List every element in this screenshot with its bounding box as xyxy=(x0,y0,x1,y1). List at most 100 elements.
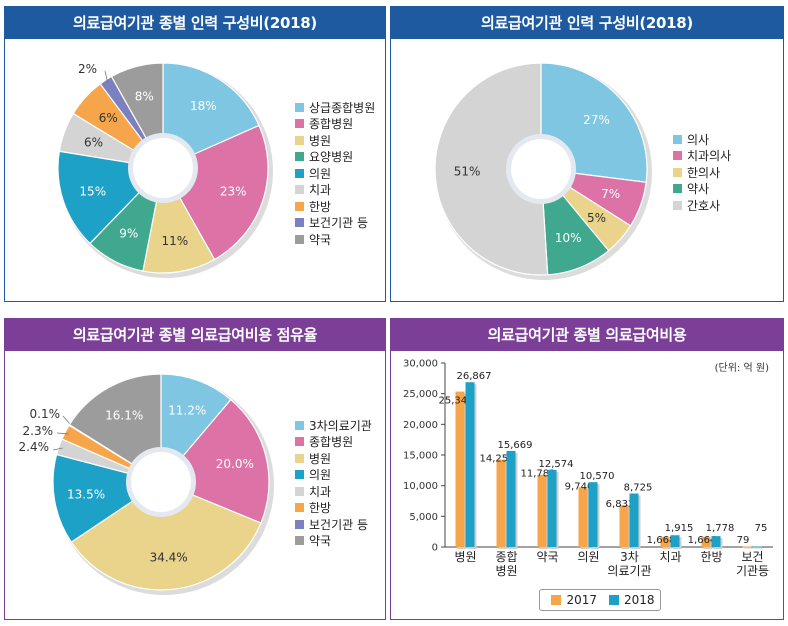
legend-label: 약국 xyxy=(309,232,332,247)
legend-swatch xyxy=(295,102,304,112)
pie-label-약국: 16.1% xyxy=(105,409,143,423)
x-category-label: 종합 xyxy=(495,550,517,564)
legend-item-병원: 병원 xyxy=(295,450,372,467)
legend-label: 종합병원 xyxy=(309,117,354,132)
x-category-label: 기관등 xyxy=(736,564,769,578)
legend-swatch-2018 xyxy=(609,595,619,605)
legend-item-의원: 의원 xyxy=(295,467,372,484)
x-category-label: 병원 xyxy=(454,550,476,564)
bar-2018-병원 xyxy=(465,382,475,547)
legend-item-한의사: 한의사 xyxy=(673,164,731,181)
x-category-label: 의원 xyxy=(577,550,599,564)
y-tick-label: 0 xyxy=(432,543,438,554)
bar-2018-보건기관등 xyxy=(752,546,762,548)
legend-item-한방: 한방 xyxy=(295,500,372,517)
cost-by-type-bar-chart: 0 5,000 10,000 15,000 20,000 25,000 30,000 25,3… xyxy=(403,359,773,578)
y-tick-label: 20,000 xyxy=(403,420,438,431)
pie-label-약국: 8% xyxy=(135,89,154,103)
legend-item-치과: 치과 xyxy=(295,182,375,199)
bar-value-label-2018: 10,570 xyxy=(580,471,615,482)
pie-label-의사: 27% xyxy=(583,113,610,127)
bar-value-label-2017: 9,740 xyxy=(565,481,594,492)
bar-2017-의원 xyxy=(578,487,588,547)
bar-2017-보건기관등 xyxy=(742,546,752,548)
legend-swatch xyxy=(295,470,304,480)
bar-value-label-2018: 8,725 xyxy=(624,482,653,493)
legend-label: 상급종합병원 xyxy=(309,100,376,115)
staff-composition-panel: 의료급여기관 인력 구성비(2018) 27% 7% 5% 10% 51% 의사 치과의사… xyxy=(390,6,784,302)
pie-hole-2 xyxy=(131,452,191,512)
legend-item-의사: 의사 xyxy=(673,131,731,148)
legend-item-의원: 의원 xyxy=(295,165,375,182)
legend-label: 의원 xyxy=(309,468,332,483)
x-category-label: 의료기관 xyxy=(607,564,651,578)
legend-swatch xyxy=(295,437,304,447)
staff-composition-pie: 27% 7% 5% 10% 51% xyxy=(434,62,652,280)
legend-item-보건기관-등: 보건기관 등 xyxy=(295,215,375,232)
y-tick-label: 25,000 xyxy=(403,389,438,400)
bar-value-label-2018: 15,669 xyxy=(498,440,533,451)
unit-label: (단위: 억 원) xyxy=(714,363,769,374)
bar-value-label-2017: 11,782 xyxy=(521,469,556,480)
x-category-label: 병원 xyxy=(495,564,517,578)
bar-value-label-2017: 79 xyxy=(737,535,750,546)
legend-label-2018: 2018 xyxy=(624,593,655,607)
bar-value-label-2017: 14,254 xyxy=(480,454,515,465)
pie-label-의원: 15% xyxy=(79,184,106,198)
legend-swatch xyxy=(295,135,304,145)
legend-swatch xyxy=(673,200,682,210)
legend-label: 병원 xyxy=(309,451,332,466)
legend-item-요양병원: 요양병원 xyxy=(295,149,375,166)
staff-by-type-title: 의료급여기관 종별 인력 구성비(2018) xyxy=(5,7,385,39)
legend-item-약국: 약국 xyxy=(295,231,375,248)
legend-label: 의사 xyxy=(687,132,710,147)
legend-label: 간호사 xyxy=(687,198,721,213)
legend-label: 한의사 xyxy=(687,165,721,180)
leader-line-한방 xyxy=(56,432,69,435)
legend-label: 한방 xyxy=(309,501,332,516)
staff-by-type-legend: 상급종합병원 종합병원 병원 요양병원 의원 치과 한방 보건기관 등 약국 xyxy=(295,99,375,248)
legend-item-종합병원: 종합병원 xyxy=(295,116,375,133)
pie-slice-약국 xyxy=(68,373,162,484)
legend-swatch xyxy=(295,168,304,178)
legend-swatch xyxy=(295,503,304,513)
bar-2018-종합병원 xyxy=(506,450,516,547)
x-category-label: 보건 xyxy=(741,550,763,564)
y-tick-label: 5,000 xyxy=(409,512,438,523)
pie-label-요양병원: 9% xyxy=(119,227,138,241)
legend-swatch xyxy=(295,119,304,129)
legend-swatch xyxy=(295,486,304,496)
cost-share-panel: 의료급여기관 종별 의료급여비용 점유율 11.2% 20.0% 34.4% 13.5… xyxy=(4,318,386,620)
x-category-label: 치과 xyxy=(659,550,681,564)
pie-label-치과: 6% xyxy=(84,135,103,149)
pie-label-종합병원: 23% xyxy=(220,184,247,198)
bar-legend: 2017 2018 xyxy=(539,589,661,611)
y-tick-label: 10,000 xyxy=(403,481,438,492)
legend-item-종합병원: 종합병원 xyxy=(295,434,372,451)
legend-label: 요양병원 xyxy=(309,150,354,165)
bar-value-label-2018: 75 xyxy=(755,523,768,534)
legend-swatch-2017 xyxy=(551,595,562,605)
legend-label: 치과 xyxy=(309,183,332,198)
legend-swatch xyxy=(295,185,304,195)
pie-label-의원: 13.5% xyxy=(67,488,105,502)
legend-label: 의원 xyxy=(309,166,332,181)
legend-swatch xyxy=(673,134,682,144)
bar-value-label-2017: 25,340 xyxy=(439,396,474,407)
pie-label-약사: 10% xyxy=(555,231,582,245)
bar-value-label-2017: 1,664 xyxy=(688,535,717,546)
cost-share-title: 의료급여기관 종별 의료급여비용 점유율 xyxy=(5,319,385,351)
bar-2018-치과 xyxy=(670,535,680,547)
legend-label: 보건기관 등 xyxy=(309,517,369,532)
legend-item-약국: 약국 xyxy=(295,533,372,550)
legend-swatch xyxy=(295,519,304,529)
bar-2017-병원 xyxy=(455,391,465,547)
pie-label-병원: 11% xyxy=(161,234,188,248)
pie-slice-병원 xyxy=(70,481,262,591)
pie-label-보건기관-등: 2% xyxy=(78,62,97,76)
legend-item-보건기관-등: 보건기관 등 xyxy=(295,516,372,533)
leader-line-치과 xyxy=(52,447,63,451)
legend-item-간호사: 간호사 xyxy=(673,197,731,214)
bar-2018-약국 xyxy=(547,469,557,547)
pie-label-상급종합병원: 18% xyxy=(190,99,217,113)
